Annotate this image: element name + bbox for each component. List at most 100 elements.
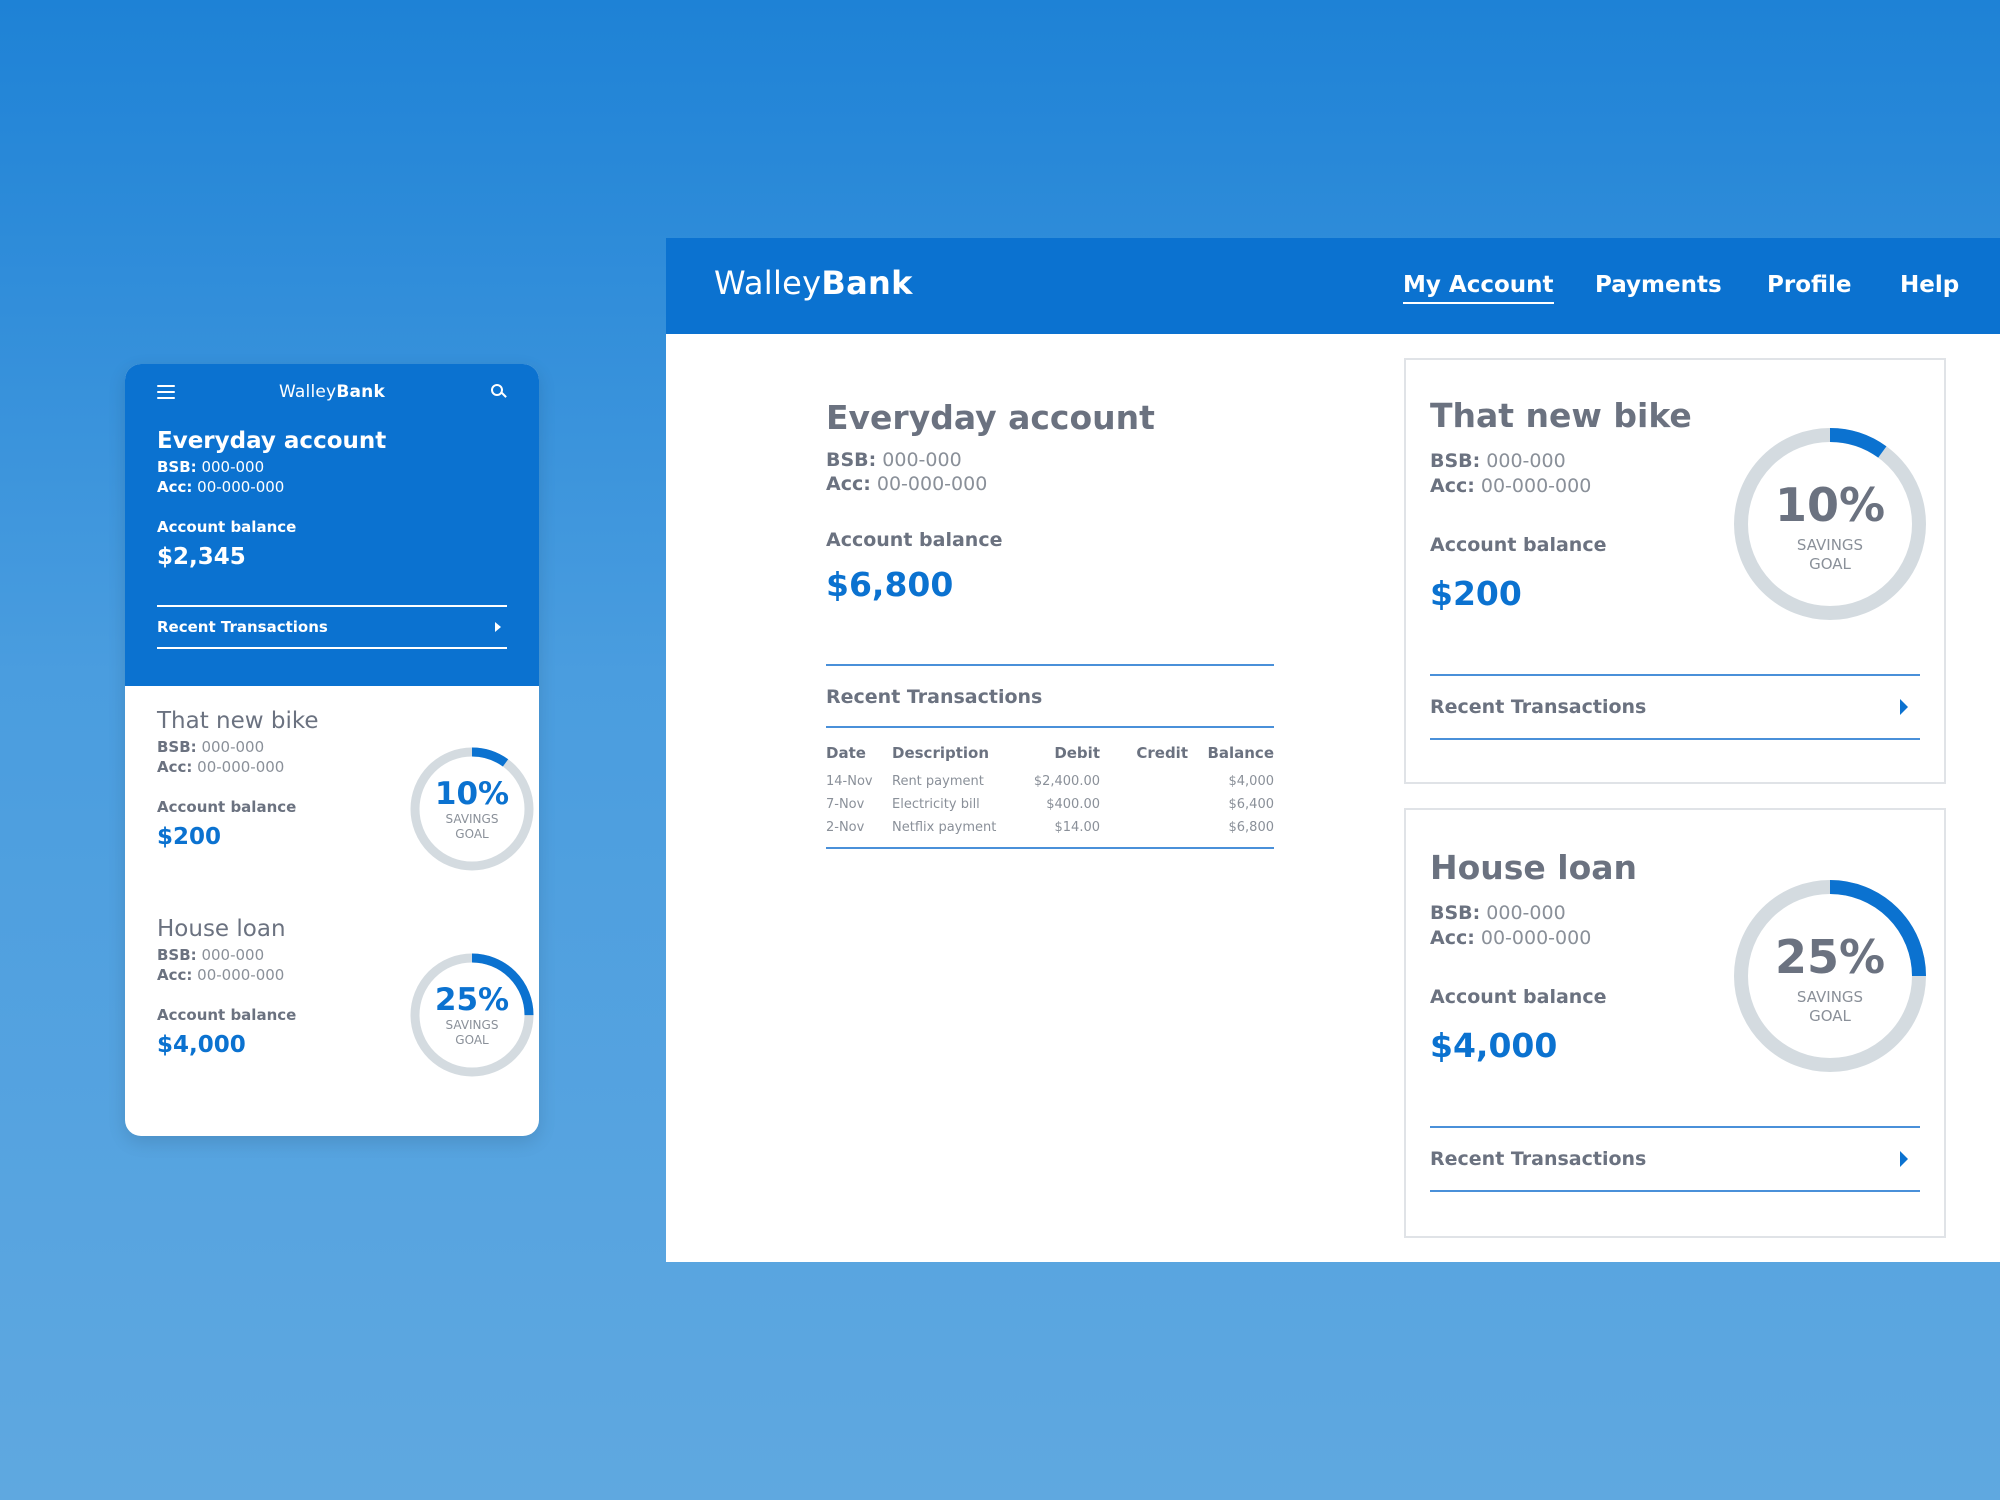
- mobile-account-card[interactable]: That new bike BSB: 000-000 Acc: 00-000-0…: [157, 708, 534, 871]
- acc-label: Acc:: [157, 478, 193, 496]
- cell-debit: $14.00: [1054, 820, 1101, 835]
- balance-value: $6,800: [826, 565, 954, 604]
- goal-label-line1: SAVINGS: [1796, 536, 1864, 554]
- progress-ring-graphic: [1734, 880, 1926, 1072]
- nav-help[interactable]: Help: [1900, 272, 1960, 298]
- logo-light-text: Walley: [279, 382, 337, 402]
- cell-balance: $4,000: [1228, 774, 1275, 789]
- everyday-account-title: Everyday account: [826, 398, 1155, 437]
- recent-transactions-link[interactable]: Recent Transactions: [157, 605, 507, 649]
- logo-bold-text: Bank: [821, 264, 913, 302]
- table-bottom-divider: [826, 847, 1274, 849]
- hamburger-icon[interactable]: [157, 385, 175, 399]
- acc-line: Acc: 00-000-000: [157, 758, 507, 776]
- cell-balance: $6,400: [1228, 797, 1275, 812]
- search-icon[interactable]: [489, 383, 507, 401]
- acc-line: Acc: 00-000-000: [1430, 927, 1591, 949]
- bsb-value: 000-000: [201, 738, 265, 756]
- goal-label-line2: GOAL: [1809, 1006, 1851, 1025]
- bsb-line: BSB: 000-000: [1430, 450, 1566, 472]
- recent-transactions-link[interactable]: Recent Transactions: [1430, 1126, 1920, 1192]
- table-row[interactable]: 2-Nov Netflix payment $14.00 $6,800: [826, 816, 1274, 839]
- goal-label-line2: GOAL: [455, 827, 489, 841]
- column-header-credit: Credit: [1136, 744, 1188, 762]
- account-name: That new bike: [1430, 396, 1692, 435]
- percent-value: 10%: [1774, 478, 1886, 532]
- cell-description: Netflix payment: [892, 820, 997, 835]
- top-navigation-bar: WalleyBank My Account Payments Profile H…: [666, 238, 2000, 334]
- account-name: That new bike: [157, 708, 319, 734]
- balance-value: $4,000: [157, 1032, 246, 1058]
- acc-value: 00-000-000: [876, 473, 988, 495]
- ring-progress: [1734, 428, 1926, 620]
- mobile-account-card[interactable]: House loan BSB: 000-000 Acc: 00-000-000 …: [157, 916, 534, 1077]
- table-row[interactable]: 14-Nov Rent payment $2,400.00 $4,000: [826, 770, 1274, 793]
- recent-transactions-label: Recent Transactions: [1430, 696, 1647, 718]
- savings-account-card: That new bike BSB: 000-000 Acc: 00-000-0…: [1404, 358, 1946, 784]
- recent-transactions-link[interactable]: Recent Transactions: [1430, 674, 1920, 740]
- ring-progress: [410, 747, 534, 871]
- cell-debit: $2,400.00: [1033, 774, 1100, 789]
- goal-label-line2: GOAL: [455, 1033, 489, 1047]
- recent-transactions-label: Recent Transactions: [1430, 1148, 1647, 1170]
- nav-payments[interactable]: Payments: [1595, 272, 1722, 298]
- balance-value: $2,345: [157, 544, 246, 570]
- acc-line: Acc: 00-000-000: [157, 478, 507, 496]
- nav-my-account[interactable]: My Account: [1403, 272, 1554, 304]
- percent-value: 25%: [434, 982, 510, 1018]
- cell-description: Electricity bill: [892, 797, 980, 812]
- bsb-value: 000-000: [1486, 450, 1566, 472]
- acc-value: 00-000-000: [197, 478, 285, 496]
- savings-goal-ring: 25% SAVINGS GOAL: [1732, 878, 1928, 1074]
- savings-goal-ring: 10% SAVINGS GOAL: [1732, 426, 1928, 622]
- bsb-line: BSB: 000-000: [1430, 902, 1566, 924]
- bsb-label: BSB:: [157, 738, 197, 756]
- recent-transactions-label: Recent Transactions: [157, 618, 328, 636]
- desktop-logo[interactable]: WalleyBank: [714, 264, 913, 302]
- progress-ring-graphic: [1734, 428, 1926, 620]
- bsb-line: BSB: 000-000: [826, 449, 1274, 471]
- cell-credit: [1100, 770, 1188, 793]
- bsb-value: 000-000: [201, 946, 265, 964]
- bsb-value: 000-000: [201, 458, 265, 476]
- chevron-right-icon: [495, 622, 501, 632]
- bsb-line: BSB: 000-000: [157, 738, 507, 756]
- acc-label: Acc:: [157, 966, 193, 984]
- goal-label-line1: SAVINGS: [445, 1018, 499, 1032]
- cell-date: 14-Nov: [826, 774, 873, 789]
- cell-credit: [1100, 816, 1188, 839]
- balance-label: Account balance: [826, 529, 1003, 551]
- mobile-top-bar: WalleyBank: [157, 364, 507, 420]
- balance-label: Account balance: [157, 1006, 297, 1024]
- account-name: House loan: [157, 916, 286, 942]
- chevron-right-icon: [1900, 1151, 1908, 1167]
- ring-progress: [1734, 880, 1926, 1072]
- acc-line: Acc: 00-000-000: [826, 473, 1274, 495]
- acc-label: Acc:: [1430, 475, 1475, 497]
- balance-label: Account balance: [1430, 534, 1607, 556]
- acc-value: 00-000-000: [197, 758, 285, 776]
- nav-profile[interactable]: Profile: [1767, 272, 1852, 298]
- mobile-mockup: WalleyBank Everyday account BSB: 000-000…: [125, 364, 539, 1136]
- cell-debit: $400.00: [1046, 797, 1100, 812]
- bsb-value: 000-000: [882, 449, 962, 471]
- cell-description: Rent payment: [892, 774, 984, 789]
- bsb-label: BSB:: [1430, 450, 1481, 472]
- balance-value: $200: [157, 824, 222, 850]
- mobile-logo[interactable]: WalleyBank: [279, 382, 385, 402]
- progress-ring-graphic: [410, 953, 534, 1077]
- bsb-line: BSB: 000-000: [157, 946, 507, 964]
- column-header-date: Date: [826, 744, 866, 762]
- chevron-right-icon: [1900, 699, 1908, 715]
- transactions-table: Date Description Debit Credit Balance 14…: [826, 740, 1274, 839]
- acc-value: 00-000-000: [197, 966, 285, 984]
- recent-transactions-heading: Recent Transactions: [826, 664, 1274, 728]
- acc-value: 00-000-000: [1480, 927, 1592, 949]
- goal-label-line1: SAVINGS: [1796, 988, 1864, 1006]
- table-row[interactable]: 7-Nov Electricity bill $400.00 $6,400: [826, 793, 1274, 816]
- acc-label: Acc:: [157, 758, 193, 776]
- bsb-label: BSB:: [826, 449, 877, 471]
- logo-bold-text: Bank: [336, 382, 385, 402]
- acc-label: Acc:: [826, 473, 871, 495]
- column-header-balance: Balance: [1207, 744, 1274, 762]
